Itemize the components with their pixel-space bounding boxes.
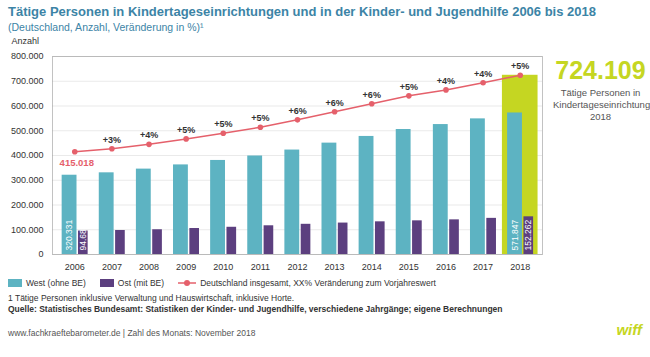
svg-text:2015: 2015	[399, 262, 419, 272]
svg-text:2011: 2011	[251, 262, 270, 272]
svg-text:600.000: 600.000	[11, 101, 44, 111]
svg-text:2017: 2017	[473, 262, 493, 272]
svg-text:2018: 2018	[510, 262, 530, 272]
html-text:1 Tätige Personen inklusive Ve: 1 Tätige Personen inklusive Verwaltung u…	[8, 293, 295, 303]
svg-text:700.000: 700.000	[11, 76, 44, 86]
svg-text:+6%: +6%	[288, 106, 306, 116]
html-text:West (ohne BE): West (ohne BE)	[26, 278, 86, 288]
svg-text:94.687: 94.687	[78, 224, 88, 250]
svg-text:+3%: +3%	[103, 135, 121, 145]
svg-text:Anzahl: Anzahl	[12, 36, 40, 46]
svg-text:2010: 2010	[213, 262, 233, 272]
svg-text:+5%: +5%	[400, 82, 418, 92]
svg-text:+5%: +5%	[511, 61, 529, 71]
svg-text:+5%: +5%	[214, 119, 232, 129]
html-text:Ost (mit BE): Ost (mit BE)	[117, 278, 165, 288]
svg-text:2016: 2016	[436, 262, 456, 272]
svg-text:2013: 2013	[325, 262, 345, 272]
svg-text:300.000: 300.000	[11, 175, 44, 185]
svg-text:+5%: +5%	[177, 125, 195, 135]
svg-text:0: 0	[38, 249, 43, 259]
svg-text:2007: 2007	[102, 262, 122, 272]
svg-text:320.331: 320.331	[64, 220, 74, 251]
html-text:wiff: wiff	[616, 321, 642, 338]
svg-text:2009: 2009	[176, 262, 196, 272]
svg-text:500.000: 500.000	[11, 126, 44, 136]
svg-text:400.000: 400.000	[11, 150, 44, 160]
svg-text:+5%: +5%	[251, 113, 269, 123]
html-text:Quelle: Statistisches Bundesam: Quelle: Statistisches Bundesamt: Statist…	[8, 304, 503, 314]
svg-text:415.018: 415.018	[60, 157, 94, 168]
svg-text:800.000: 800.000	[11, 51, 44, 61]
html-text:724.109: 724.109	[555, 56, 646, 84]
svg-text:100.000: 100.000	[11, 225, 44, 235]
html-text:www.fachkraeftebarometer.de |: www.fachkraeftebarometer.de | Zahl des M…	[8, 328, 256, 338]
html-text:Tätige Personen in Kindertages: Tätige Personen in Kindertageseinrichtun…	[8, 4, 596, 19]
html-text:Deutschland insgesamt, XX% Ver: Deutschland insgesamt, XX% Veränderung z…	[200, 278, 436, 288]
svg-text:+4%: +4%	[140, 130, 158, 140]
svg-text:+6%: +6%	[363, 90, 381, 100]
svg-text:571.847: 571.847	[510, 220, 520, 251]
svg-text:2014: 2014	[362, 262, 382, 272]
svg-text:2012: 2012	[287, 262, 307, 272]
svg-text:2008: 2008	[139, 262, 159, 272]
svg-text:200.000: 200.000	[11, 200, 44, 210]
svg-text:152.262: 152.262	[523, 220, 533, 251]
html-text:(Deutschland, Anzahl, Veränder: (Deutschland, Anzahl, Veränderung in %)¹	[8, 21, 204, 33]
svg-text:+4%: +4%	[474, 69, 492, 79]
svg-text:2006: 2006	[65, 262, 85, 272]
svg-text:+4%: +4%	[437, 76, 455, 86]
svg-text:+6%: +6%	[325, 98, 343, 108]
